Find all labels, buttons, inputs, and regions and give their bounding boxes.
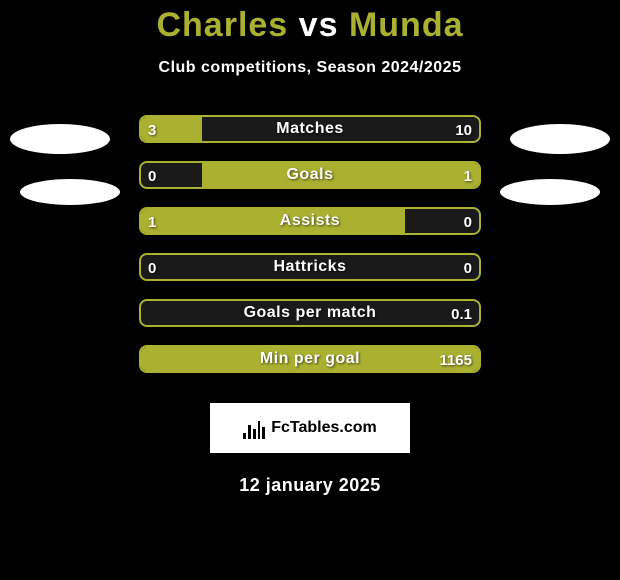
vs-separator: vs xyxy=(299,6,339,44)
stat-row: Min per goal1165 xyxy=(0,337,620,383)
stat-value-left: 1 xyxy=(148,199,156,245)
stat-bar-track: Goals per match xyxy=(139,299,481,327)
player-right-name: Munda xyxy=(349,6,464,44)
stat-value-right: 1 xyxy=(464,153,472,199)
stat-row: Matches3 10 xyxy=(0,107,620,153)
stat-value-right: 0.1 xyxy=(451,291,472,337)
stat-row: Assists1 0 xyxy=(0,199,620,245)
stats-panel: Matches310Goals01Assists10Hattricks00Goa… xyxy=(0,107,620,383)
comparison-title: Charles vs Munda xyxy=(0,0,620,45)
stat-bar-fill-left xyxy=(141,347,479,371)
stat-bar-track: Goals xyxy=(139,161,481,189)
stat-row: Goals0 1 xyxy=(0,153,620,199)
stat-value-left: 0 xyxy=(148,153,156,199)
subtitle: Club competitions, Season 2024/2025 xyxy=(0,59,620,77)
stat-value-right: 0 xyxy=(464,199,472,245)
stat-label: Goals per match xyxy=(141,301,479,325)
snapshot-date: 12 january 2025 xyxy=(0,475,620,496)
stat-value-right: 10 xyxy=(455,107,472,153)
brand-text: FcTables.com xyxy=(271,419,377,437)
stat-value-left: 3 xyxy=(148,107,156,153)
stat-value-right: 0 xyxy=(464,245,472,291)
stat-row: Goals per match0.1 xyxy=(0,291,620,337)
stat-bar-track: Assists xyxy=(139,207,481,235)
stat-value-right: 1165 xyxy=(439,337,472,383)
stat-bar-fill-left xyxy=(141,209,405,233)
stat-label: Hattricks xyxy=(141,255,479,279)
player-left-name: Charles xyxy=(156,6,288,44)
bar-chart-icon xyxy=(243,417,265,439)
stat-bar-track: Hattricks xyxy=(139,253,481,281)
brand-badge[interactable]: FcTables.com xyxy=(210,403,410,453)
stat-value-left: 0 xyxy=(148,245,156,291)
stat-row: Hattricks0 0 xyxy=(0,245,620,291)
stat-bar-fill-right xyxy=(202,163,479,187)
stat-bar-track: Min per goal xyxy=(139,345,481,373)
stat-bar-track: Matches xyxy=(139,115,481,143)
